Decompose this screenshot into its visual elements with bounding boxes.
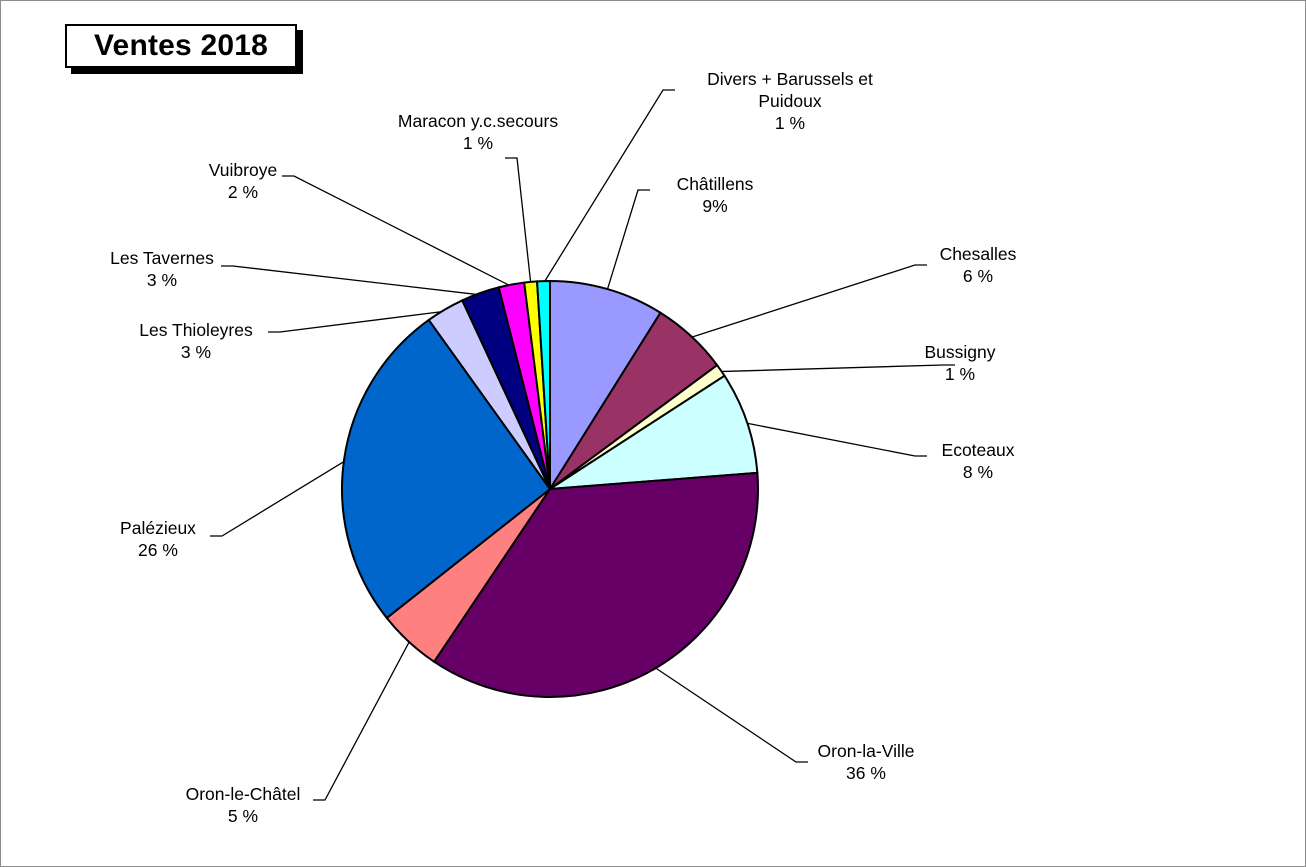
slice-name: Divers + Barussels et (707, 69, 873, 89)
leader-line (543, 89, 675, 284)
leader-line (282, 175, 513, 288)
leader-line (505, 157, 532, 284)
leader-line (744, 422, 927, 457)
slice-percent: 1 % (945, 364, 975, 384)
slice-percent: 5 % (228, 806, 258, 826)
slice-name: Vuibroye (209, 160, 277, 180)
slice-label: Châtillens 9% (677, 174, 754, 216)
slice-name: Puidoux (758, 91, 821, 111)
leader-line (689, 264, 927, 339)
pie-slice-pal-zieux (341, 318, 552, 620)
slice-label: Maracon y.c.secours 1 % (398, 111, 558, 153)
pie-slice-divers-barussels-et-puidoux (536, 279, 551, 490)
slice-percent: 2 % (228, 182, 258, 202)
slice-percent: 3 % (181, 342, 211, 362)
leader-line (719, 364, 955, 373)
slice-percent: 6 % (963, 266, 993, 286)
slice-name: Maracon y.c.secours (398, 111, 558, 131)
slice-label: Les Tavernes 3 % (110, 248, 214, 290)
slice-percent: 26 % (138, 540, 178, 560)
slice-label: Vuibroye 2 % (209, 160, 277, 202)
leader-line (221, 265, 481, 296)
slice-label: Palézieux 26 % (120, 518, 196, 560)
leader-line (210, 459, 347, 537)
leader-line (606, 189, 650, 292)
slice-label: Divers + Barussels et Puidoux 1 % (707, 69, 873, 133)
pie-slice-oron-la-ville (432, 471, 759, 698)
slice-name: Les Tavernes (110, 248, 214, 268)
slice-label: Ecoteaux 8 % (942, 440, 1015, 482)
chart-title-box: Ventes 2018 (65, 24, 297, 68)
slice-label: Oron-la-Ville 36 % (818, 741, 915, 783)
slice-name: Ecoteaux (942, 440, 1015, 460)
slice-name: Oron-le-Châtel (186, 784, 301, 804)
slice-label: Chesalles 6 % (940, 244, 1017, 286)
slice-percent: 8 % (963, 462, 993, 482)
slice-percent: 36 % (846, 763, 886, 783)
slice-name: Chesalles (940, 244, 1017, 264)
slice-percent: 1 % (463, 133, 493, 153)
slice-name: Bussigny (924, 342, 995, 362)
slice-name: Châtillens (677, 174, 754, 194)
slice-name: Les Thioleyres (139, 320, 253, 340)
slice-percent: 9% (702, 196, 727, 216)
slice-percent: 3 % (147, 270, 177, 290)
slice-label: Les Thioleyres 3 % (139, 320, 253, 362)
slice-percent: 1 % (775, 113, 805, 133)
leader-line (653, 666, 808, 763)
slice-label: Bussigny 1 % (924, 342, 995, 384)
leader-line (268, 310, 447, 333)
slice-name: Oron-la-Ville (818, 741, 915, 761)
chart-title: Ventes 2018 (94, 29, 268, 62)
leader-line (313, 639, 411, 801)
pie-slice-ch-tillens (549, 279, 662, 493)
slice-label: Oron-le-Châtel 5 % (186, 784, 301, 826)
slice-name: Palézieux (120, 518, 196, 538)
pie-slice-ecoteaux (549, 374, 759, 490)
